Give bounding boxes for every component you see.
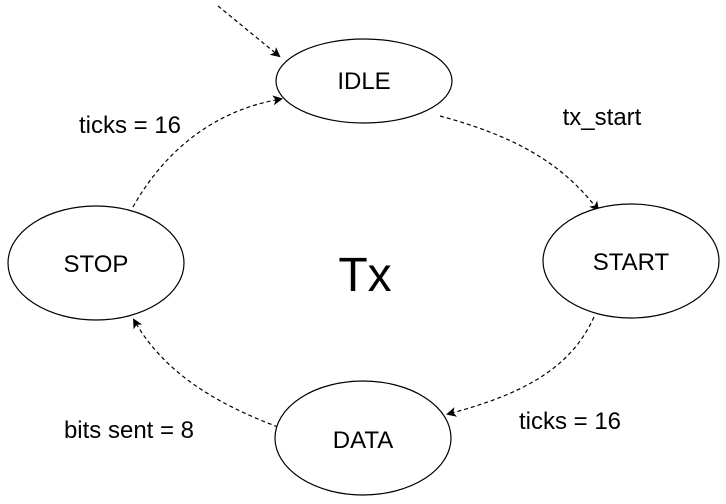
state-data-ellipse xyxy=(274,380,452,496)
state-stop-label: STOP xyxy=(64,251,129,278)
diagram-title-tx: Tx xyxy=(338,249,391,302)
stop-to-idle-arrow xyxy=(132,95,283,208)
label-stop-to-idle: ticks = 16 xyxy=(79,112,181,139)
state-start: START xyxy=(542,203,720,319)
state-stop: STOP xyxy=(7,205,185,321)
state-stop-ellipse xyxy=(7,205,185,321)
label-data-to-stop: bits sent = 8 xyxy=(64,417,194,444)
transition-start-to-data xyxy=(446,316,595,417)
label-idle-to-start: tx_start xyxy=(563,104,642,131)
state-data: DATA xyxy=(274,380,452,496)
entry-arrow xyxy=(217,5,281,58)
state-start-ellipse xyxy=(542,203,720,319)
label-start-to-data: ticks = 16 xyxy=(519,408,621,435)
start-to-data-arrow xyxy=(446,316,595,417)
state-idle-label: IDLE xyxy=(337,68,390,95)
entry-transition xyxy=(217,5,281,58)
transition-stop-to-idle xyxy=(132,95,283,208)
state-idle: IDLE xyxy=(275,38,453,124)
state-data-label: DATA xyxy=(333,427,393,454)
transition-data-to-stop xyxy=(133,318,279,428)
state-start-label: START xyxy=(593,249,670,276)
data-to-stop-arrow xyxy=(133,318,279,428)
state-idle-ellipse xyxy=(275,38,453,124)
